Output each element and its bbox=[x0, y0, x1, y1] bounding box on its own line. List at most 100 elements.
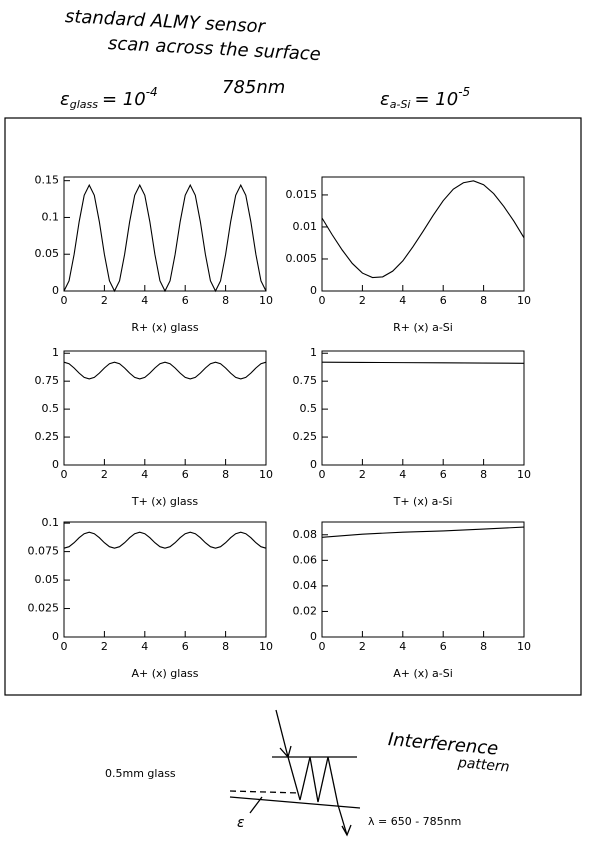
data-line bbox=[63, 361, 267, 380]
diagram bbox=[229, 709, 361, 837]
y-tick-label: 0.015 bbox=[286, 188, 318, 201]
y-tick-label: 0.01 bbox=[293, 220, 318, 233]
data-line bbox=[321, 361, 525, 364]
charts: 00.050.10.150 2 4 6 8 10R+ (x) glass00.0050.0… bbox=[28, 174, 532, 680]
ray bbox=[275, 709, 348, 836]
x-tick-label: 8 bbox=[480, 468, 487, 481]
y-tick-label: 0 bbox=[52, 630, 59, 643]
x-tick-label: 8 bbox=[480, 640, 487, 653]
x-tick-label: 8 bbox=[222, 294, 229, 307]
subscript: glass bbox=[70, 98, 99, 111]
x-axis-label: R+ (x) glass bbox=[131, 321, 198, 334]
y-tick-label: 0.25 bbox=[35, 430, 60, 443]
y-tick-label: 0.75 bbox=[293, 374, 318, 387]
note-wavelength: 785nm bbox=[222, 77, 285, 98]
y-tick-label: 0.05 bbox=[35, 247, 60, 260]
y-tick-label: 0 bbox=[310, 630, 317, 643]
exponent: -5 bbox=[458, 85, 470, 99]
x-tick-label: 4 bbox=[141, 640, 148, 653]
y-tick-label: 0.04 bbox=[293, 579, 318, 592]
note-eps-asi: εa-Si = 10-5 bbox=[380, 85, 470, 112]
y-tick-label: 0.08 bbox=[293, 528, 318, 541]
x-tick-label: 8 bbox=[222, 640, 229, 653]
y-tick-label: 0.5 bbox=[42, 402, 60, 415]
x-tick-label: 0 bbox=[319, 468, 326, 481]
y-tick-label: 0.005 bbox=[286, 252, 318, 265]
plot-frame bbox=[321, 176, 525, 292]
x-tick-label: 0 bbox=[61, 294, 68, 307]
plot-frame bbox=[321, 521, 525, 638]
x-tick-label: 6 bbox=[440, 468, 447, 481]
note-eps-glass: εglass = 10-4 bbox=[60, 85, 158, 112]
x-tick-label: 2 bbox=[359, 640, 366, 653]
note-subtitle: scan across the surface bbox=[107, 33, 321, 65]
glass-bottom bbox=[229, 796, 361, 809]
x-tick-label: 10 bbox=[517, 294, 531, 307]
x-axis-label: T+ (x) a-Si bbox=[393, 495, 453, 508]
data-line bbox=[321, 526, 525, 538]
x-tick-label: 4 bbox=[399, 468, 406, 481]
y-tick-label: 0.5 bbox=[300, 402, 318, 415]
x-tick-label: 10 bbox=[259, 468, 273, 481]
x-tick-label: 2 bbox=[101, 640, 108, 653]
y-tick-label: 0.1 bbox=[42, 210, 60, 223]
y-tick-label: 1 bbox=[310, 346, 317, 359]
y-tick-label: 0.025 bbox=[28, 602, 60, 615]
lambda-label: λ = 650 - 785nm bbox=[368, 815, 461, 828]
diagram-heading2: pattern bbox=[456, 755, 510, 776]
y-tick-label: 0.1 bbox=[42, 516, 60, 529]
base: = 10 bbox=[414, 89, 458, 110]
note-title: standard ALMY sensor bbox=[64, 6, 267, 38]
plot-frame bbox=[63, 350, 267, 466]
arrowhead bbox=[279, 745, 292, 759]
symbol: ε bbox=[380, 89, 390, 110]
y-tick-label: 0.15 bbox=[35, 174, 60, 187]
plot-frame bbox=[321, 350, 525, 466]
x-tick-label: 4 bbox=[141, 294, 148, 307]
y-tick-label: 0.075 bbox=[28, 545, 60, 558]
x-tick-label: 6 bbox=[182, 640, 189, 653]
y-tick-label: 0.75 bbox=[35, 374, 60, 387]
exponent: -4 bbox=[146, 85, 158, 99]
y-tick-label: 0 bbox=[310, 284, 317, 297]
eps-pointer bbox=[249, 796, 263, 814]
x-tick-label: 0 bbox=[319, 294, 326, 307]
x-tick-label: 6 bbox=[440, 294, 447, 307]
x-tick-label: 6 bbox=[182, 294, 189, 307]
symbol: ε bbox=[60, 89, 70, 110]
y-tick-label: 0 bbox=[52, 458, 59, 471]
epsilon-label: ε bbox=[237, 815, 245, 831]
glass-label: 0.5mm glass bbox=[105, 767, 176, 780]
x-tick-label: 2 bbox=[101, 294, 108, 307]
data-line bbox=[321, 180, 525, 279]
x-tick-label: 6 bbox=[440, 640, 447, 653]
y-tick-label: 0 bbox=[52, 284, 59, 297]
plot-frame bbox=[63, 521, 267, 638]
y-tick-label: 0 bbox=[310, 458, 317, 471]
x-tick-label: 2 bbox=[101, 468, 108, 481]
x-tick-label: 0 bbox=[61, 468, 68, 481]
x-tick-label: 10 bbox=[517, 640, 531, 653]
x-tick-label: 2 bbox=[359, 294, 366, 307]
y-tick-label: 0.02 bbox=[293, 604, 318, 617]
data-line bbox=[63, 531, 267, 549]
subscript: a-Si bbox=[390, 98, 411, 111]
x-tick-label: 8 bbox=[222, 468, 229, 481]
x-axis-label: T+ (x) glass bbox=[131, 495, 199, 508]
x-axis-label: R+ (x) a-Si bbox=[393, 321, 453, 334]
data-line bbox=[63, 183, 267, 293]
outer-frame bbox=[4, 117, 582, 696]
x-axis-label: A+ (x) glass bbox=[131, 667, 198, 680]
x-tick-label: 10 bbox=[259, 640, 273, 653]
x-tick-label: 4 bbox=[399, 294, 406, 307]
arrowhead bbox=[341, 824, 352, 837]
x-tick-label: 8 bbox=[480, 294, 487, 307]
y-tick-label: 0.06 bbox=[293, 553, 318, 566]
diagram-heading: Interference bbox=[387, 729, 499, 760]
x-tick-label: 0 bbox=[61, 640, 68, 653]
x-tick-label: 4 bbox=[141, 468, 148, 481]
x-tick-label: 10 bbox=[517, 468, 531, 481]
glass-ref bbox=[229, 790, 301, 794]
y-tick-label: 0.25 bbox=[293, 430, 318, 443]
